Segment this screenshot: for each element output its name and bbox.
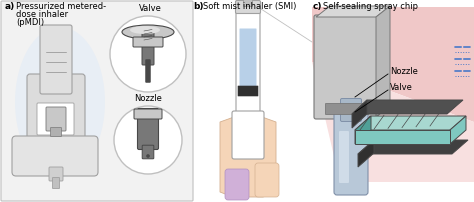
Text: Nozzle: Nozzle	[390, 67, 418, 77]
Circle shape	[114, 106, 182, 174]
FancyBboxPatch shape	[12, 136, 98, 176]
FancyBboxPatch shape	[334, 111, 368, 195]
FancyBboxPatch shape	[37, 103, 74, 135]
Text: Valve: Valve	[390, 83, 413, 93]
Polygon shape	[220, 117, 276, 197]
FancyBboxPatch shape	[339, 131, 349, 183]
Text: Soft mist inhaler (SMI): Soft mist inhaler (SMI)	[203, 2, 296, 11]
Text: Nozzle: Nozzle	[134, 94, 162, 103]
Text: (pMDI): (pMDI)	[16, 18, 44, 27]
FancyBboxPatch shape	[255, 163, 279, 197]
FancyBboxPatch shape	[27, 74, 85, 150]
Text: Pressurized metered-: Pressurized metered-	[16, 2, 106, 11]
FancyBboxPatch shape	[236, 0, 261, 14]
Polygon shape	[312, 62, 474, 182]
FancyBboxPatch shape	[40, 25, 72, 94]
FancyBboxPatch shape	[326, 103, 368, 115]
FancyBboxPatch shape	[1, 1, 193, 201]
Polygon shape	[355, 130, 450, 144]
Circle shape	[146, 155, 149, 158]
Polygon shape	[316, 6, 390, 17]
Ellipse shape	[130, 26, 160, 34]
Polygon shape	[358, 140, 468, 154]
Text: a): a)	[5, 2, 15, 11]
FancyBboxPatch shape	[137, 108, 158, 149]
FancyBboxPatch shape	[46, 107, 66, 131]
FancyBboxPatch shape	[244, 0, 253, 6]
Polygon shape	[450, 116, 466, 144]
FancyBboxPatch shape	[134, 109, 162, 119]
Polygon shape	[355, 116, 466, 130]
FancyBboxPatch shape	[133, 37, 163, 47]
Text: dose inhaler: dose inhaler	[16, 10, 68, 19]
Polygon shape	[358, 140, 374, 167]
FancyBboxPatch shape	[53, 178, 60, 188]
Circle shape	[110, 16, 186, 92]
Polygon shape	[352, 100, 367, 128]
Ellipse shape	[122, 25, 174, 39]
Ellipse shape	[15, 27, 105, 177]
Text: Valve: Valve	[138, 4, 162, 13]
FancyBboxPatch shape	[239, 28, 256, 87]
FancyBboxPatch shape	[146, 60, 150, 82]
FancyBboxPatch shape	[142, 29, 154, 65]
FancyBboxPatch shape	[314, 15, 378, 119]
Polygon shape	[376, 6, 390, 117]
Text: Self-sealing spray chip: Self-sealing spray chip	[323, 2, 418, 11]
FancyBboxPatch shape	[49, 167, 63, 181]
FancyBboxPatch shape	[142, 145, 154, 159]
FancyBboxPatch shape	[51, 127, 62, 137]
FancyBboxPatch shape	[225, 169, 249, 200]
Polygon shape	[355, 116, 371, 144]
FancyBboxPatch shape	[232, 111, 264, 159]
FancyBboxPatch shape	[340, 99, 362, 121]
FancyBboxPatch shape	[236, 5, 260, 119]
Text: b): b)	[193, 2, 203, 11]
Text: c): c)	[313, 2, 322, 11]
FancyBboxPatch shape	[237, 86, 258, 96]
Polygon shape	[312, 7, 474, 122]
Polygon shape	[352, 100, 463, 114]
